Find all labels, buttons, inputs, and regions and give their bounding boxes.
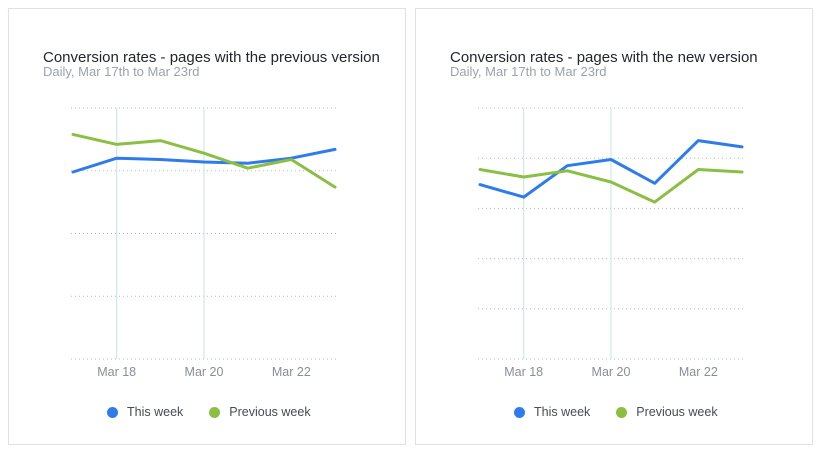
legend-item-this-week: This week: [514, 405, 590, 419]
x-tick-label: Mar 22: [272, 365, 311, 379]
legend-dot-this-week: [514, 406, 525, 418]
series-line-previous-week: [71, 132, 337, 189]
legend-label: Previous week: [636, 405, 718, 419]
series-line-this-week: [478, 139, 744, 199]
card-subtitle: Daily, Mar 17th to Mar 23rd: [43, 64, 200, 79]
legend-dot-previous-week: [616, 406, 628, 418]
legend-item-this-week: This week: [107, 405, 183, 419]
chart-legend: This week Previous week: [514, 405, 718, 419]
x-tick-label: Mar 18: [97, 365, 136, 379]
x-tick-label: Mar 18: [504, 365, 543, 379]
line-chart-new-version: Mar 18 Mar 20 Mar 22: [478, 107, 744, 379]
series-line-previous-week: [478, 168, 744, 204]
x-tick-label: Mar 22: [679, 365, 718, 379]
x-tick-label: Mar 20: [592, 365, 631, 379]
card-subtitle: Daily, Mar 17th to Mar 23rd: [450, 64, 607, 79]
legend-label: Previous week: [229, 405, 311, 419]
x-tick-label: Mar 20: [185, 365, 224, 379]
legend-item-previous-week: Previous week: [616, 405, 718, 419]
card-new-version: Conversion rates - pages with the new ve…: [415, 8, 813, 445]
legend-label: This week: [127, 405, 184, 419]
card-title: Conversion rates - pages with the previo…: [43, 49, 380, 67]
legend-label: This week: [534, 405, 591, 419]
legend-dot-previous-week: [209, 406, 221, 418]
chart-legend: This week Previous week: [107, 405, 311, 419]
legend-dot-this-week: [107, 406, 118, 418]
card-previous-version: Conversion rates - pages with the previo…: [8, 8, 406, 445]
card-title: Conversion rates - pages with the new ve…: [450, 49, 758, 67]
legend-item-previous-week: Previous week: [209, 405, 311, 419]
line-chart-previous-version: Mar 18 Mar 20 Mar 22: [71, 107, 337, 379]
